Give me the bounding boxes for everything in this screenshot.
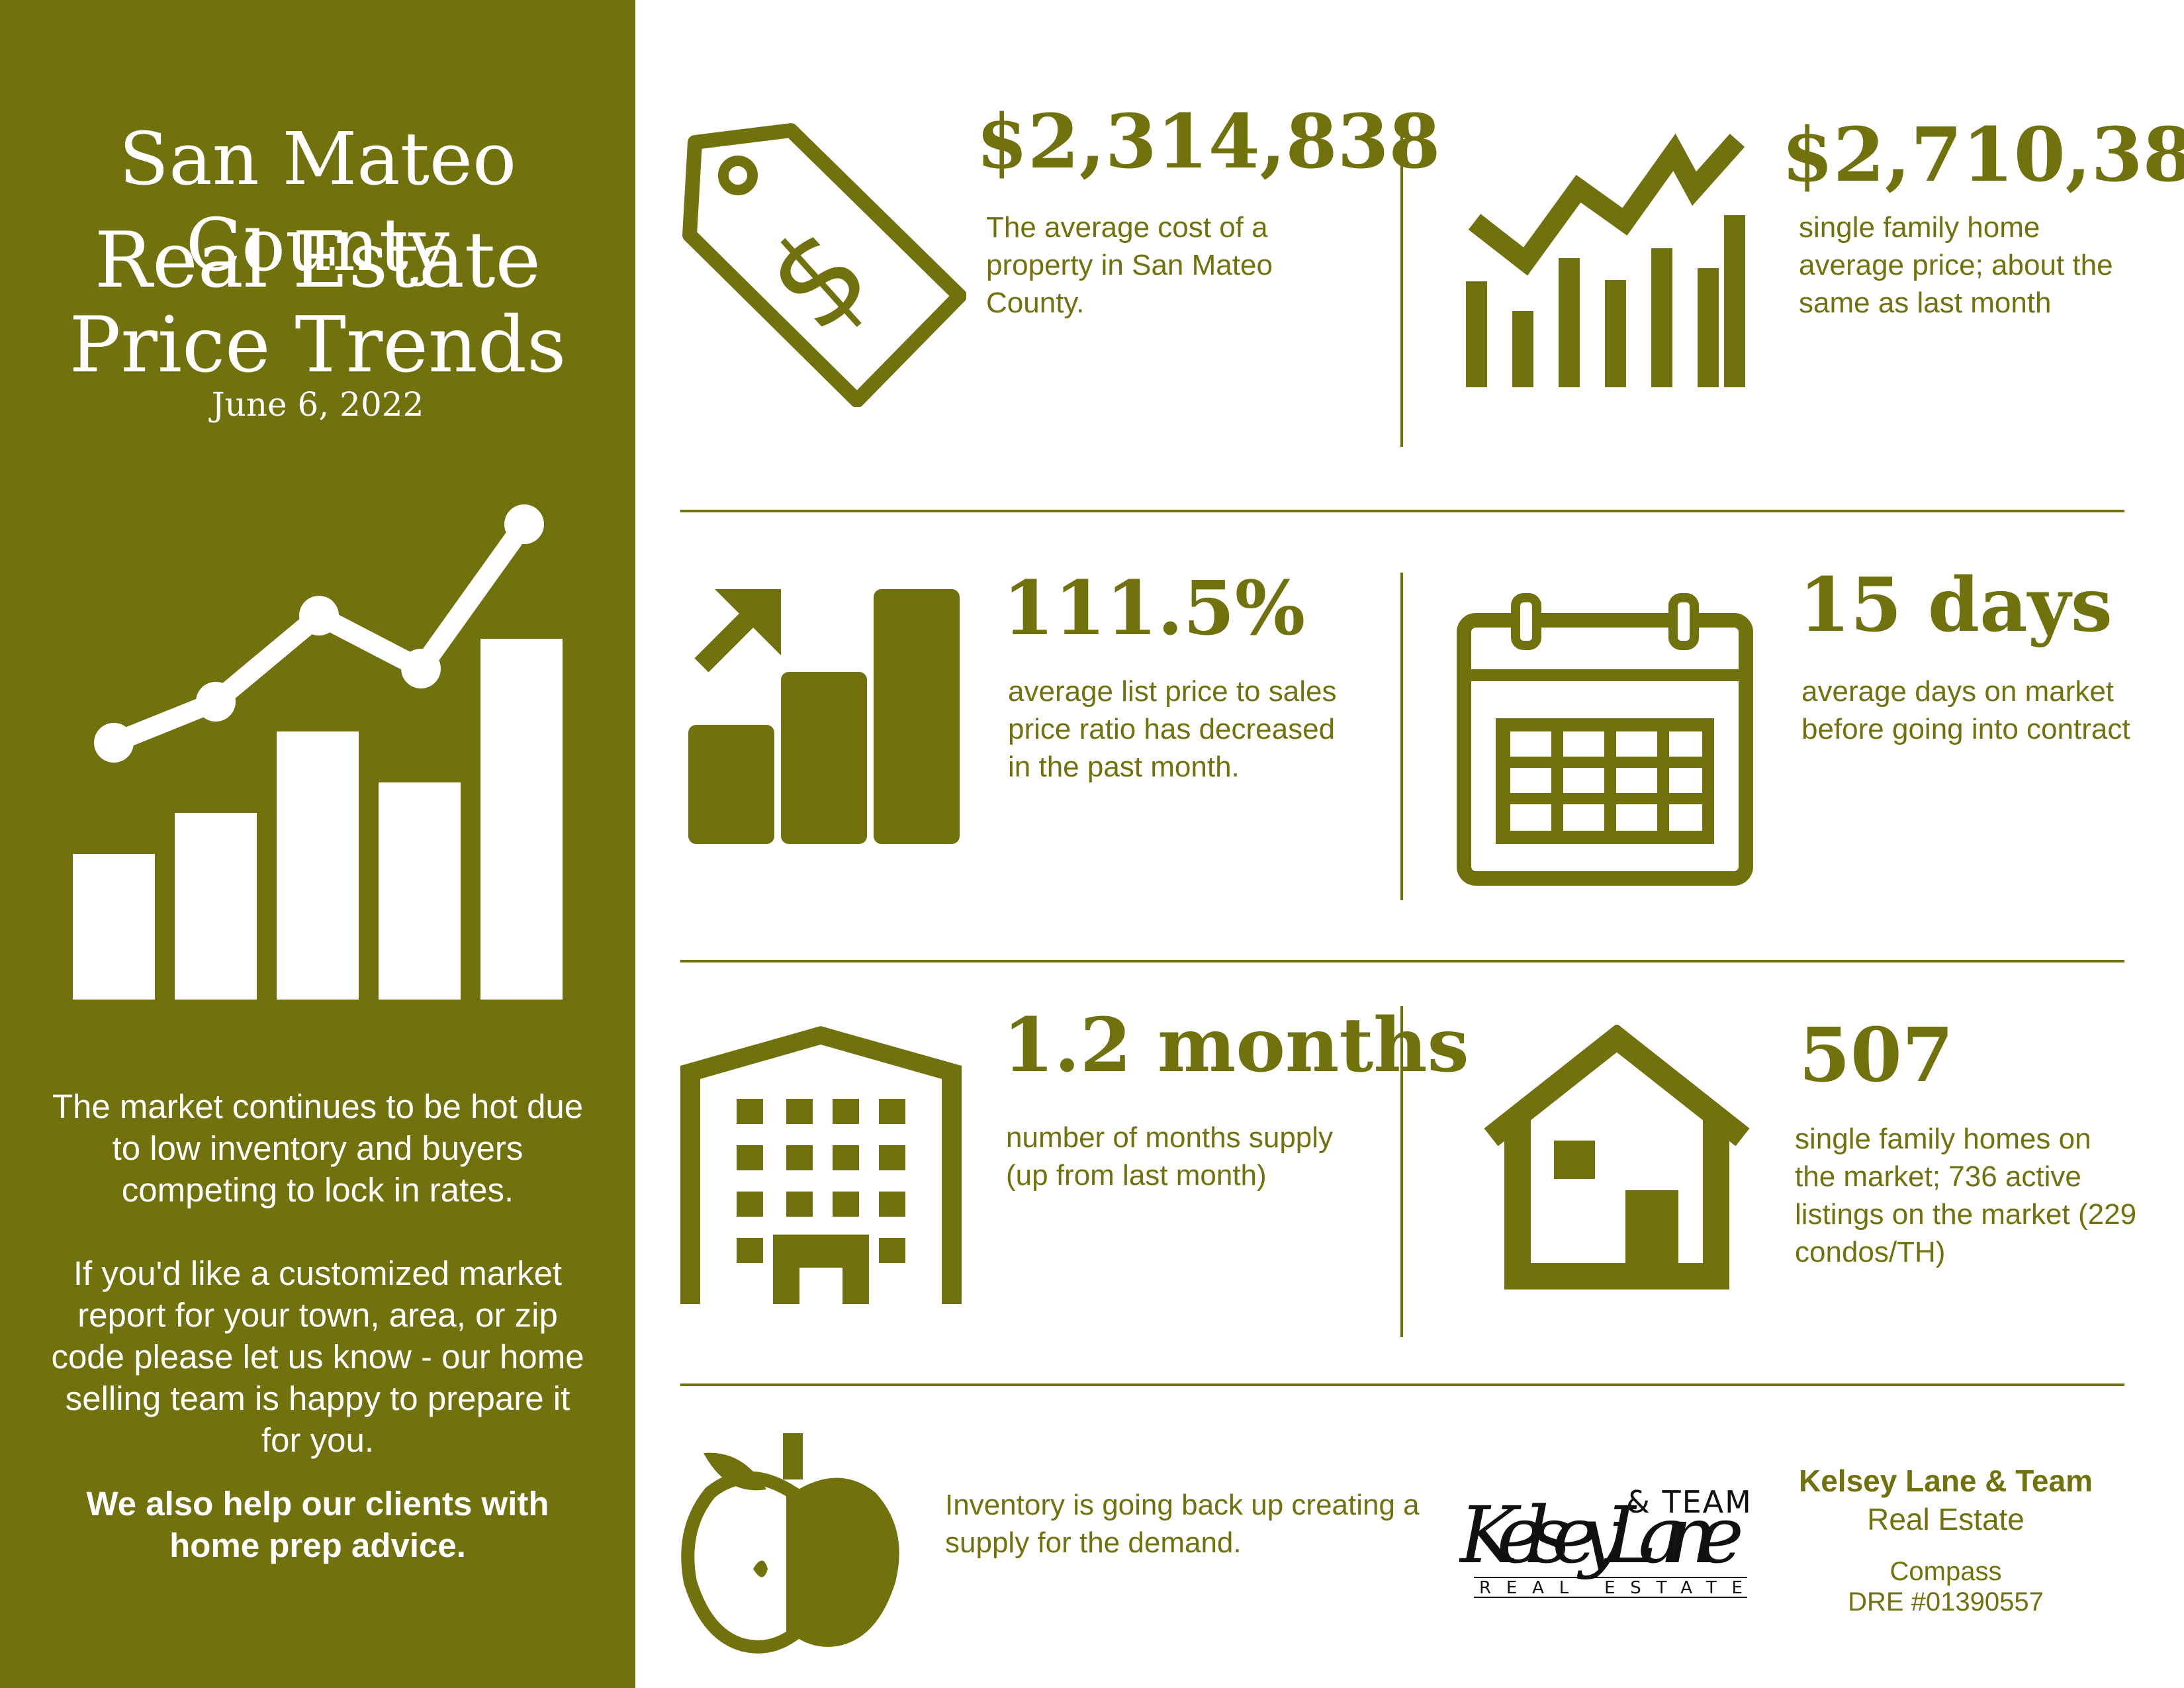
custom-report-note: If you'd like a customized market report…	[51, 1254, 584, 1459]
building-icon	[680, 1026, 962, 1304]
report-date: June 6, 2022	[211, 385, 424, 424]
price-tag-icon: $	[682, 123, 966, 407]
svg-text:& TEAM: & TEAM	[1626, 1484, 1751, 1520]
days-market-value: 15 days	[1799, 562, 2113, 649]
title-line-price-trends: Price Trends	[69, 301, 567, 390]
divider	[680, 1383, 2124, 1386]
avg-cost-desc: The average cost of a property in San Ma…	[986, 211, 1273, 319]
home-prep-note: We also help our clients with home prep …	[86, 1485, 549, 1564]
svg-text:$: $	[739, 197, 897, 359]
apple-icon	[681, 1433, 899, 1654]
months-supply-desc: number of months supply (up from last mo…	[1006, 1121, 1334, 1192]
trend-chart-icon	[73, 504, 563, 1000]
divider	[680, 960, 2124, 962]
agent-subtitle: Real Estate	[1867, 1502, 2025, 1536]
market-summary: The market continues to be hot due to lo…	[52, 1088, 584, 1209]
svg-text:KelseyLane: KelseyLane	[1459, 1489, 1744, 1581]
sfh-price-desc: single family home average price; about …	[1799, 211, 2113, 319]
avg-cost-value: $2,314,838	[976, 99, 1441, 185]
sfh-price-value: $2,710,382	[1782, 112, 2184, 199]
days-market-desc: average days on market before going into…	[1801, 675, 2130, 745]
agent-name: Kelsey Lane & Team	[1798, 1464, 2093, 1498]
kelsey-lane-logo: KelseyLane & TEAM REAL ESTATE	[1459, 1484, 1751, 1598]
calendar-icon	[1457, 593, 1753, 886]
divider	[1400, 573, 1403, 900]
divider	[680, 510, 2124, 512]
list-ratio-desc: average list price to sales price ratio …	[1008, 675, 1337, 783]
months-supply-value: 1.2 months	[1003, 1002, 1469, 1089]
title-county: San Mateo County	[118, 117, 517, 287]
sfh-count-desc: single family homes on the market; 736 a…	[1795, 1123, 2137, 1268]
divider	[1400, 119, 1403, 447]
title-line-real-estate: Real Estate	[94, 216, 541, 305]
license-number: DRE #01390557	[1848, 1587, 2044, 1617]
house-icon	[1484, 1025, 1750, 1289]
sfh-count-value: 507	[1799, 1012, 1954, 1099]
bar-line-chart-icon	[1466, 133, 1745, 387]
page-title: Real Estate Price Trends	[0, 218, 635, 388]
brokerage: Compass	[1889, 1557, 2002, 1586]
sidebar: San Mateo County Real Estate Price Trend…	[0, 0, 635, 1688]
inventory-note: Inventory is going back up creating a su…	[945, 1489, 1420, 1559]
list-ratio-value: 111.5%	[1003, 565, 1306, 652]
svg-text:REAL ESTATE: REAL ESTATE	[1479, 1578, 1743, 1598]
rising-bars-icon	[688, 589, 960, 844]
divider	[1400, 1006, 1403, 1337]
